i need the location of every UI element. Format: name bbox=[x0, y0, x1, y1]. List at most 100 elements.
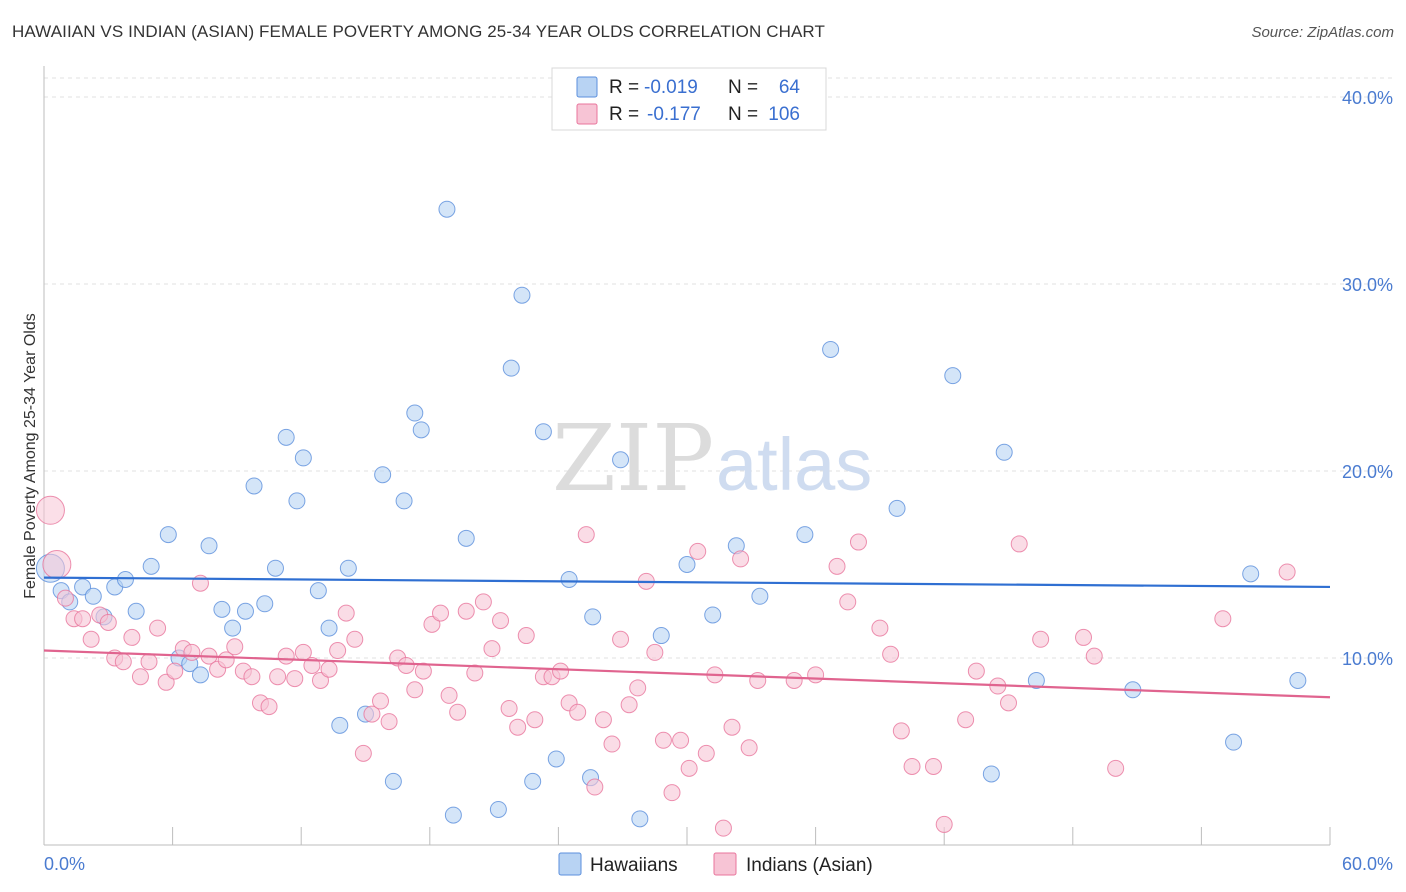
data-point bbox=[397, 656, 415, 674]
data-point bbox=[500, 699, 518, 717]
y-tick-label: 30.0% bbox=[1342, 275, 1393, 295]
data-point bbox=[502, 359, 520, 377]
data-point bbox=[42, 550, 72, 579]
data-point bbox=[704, 606, 722, 624]
data-point bbox=[1085, 647, 1103, 665]
data-point bbox=[320, 660, 338, 678]
data-point bbox=[213, 600, 231, 618]
data-point bbox=[680, 759, 698, 777]
data-point bbox=[406, 404, 424, 422]
data-point bbox=[822, 340, 840, 358]
chart-title: HAWAIIAN VS INDIAN (ASIAN) FEMALE POVERT… bbox=[12, 22, 825, 41]
chart-source: Source: ZipAtlas.com bbox=[1251, 24, 1394, 41]
data-point bbox=[457, 529, 475, 547]
data-point bbox=[483, 640, 501, 658]
legend-n-value: 64 bbox=[779, 77, 801, 98]
data-point bbox=[329, 642, 347, 660]
legend-box bbox=[551, 67, 827, 131]
trend-lines bbox=[43, 576, 1331, 699]
data-point bbox=[888, 499, 906, 517]
data-point bbox=[440, 686, 458, 704]
data-point bbox=[131, 668, 149, 686]
data-point bbox=[432, 604, 450, 622]
data-point bbox=[732, 550, 750, 568]
data-point bbox=[751, 587, 769, 605]
data-point bbox=[577, 526, 595, 544]
data-point bbox=[200, 537, 218, 555]
legend-swatch-indians-asian bbox=[713, 852, 737, 876]
data-point bbox=[320, 619, 338, 637]
data-point bbox=[269, 668, 287, 686]
data-point bbox=[224, 619, 242, 637]
data-point bbox=[466, 664, 484, 682]
data-point bbox=[796, 526, 814, 544]
data-point bbox=[277, 428, 295, 446]
legend-n-label: N = bbox=[728, 104, 758, 125]
data-point bbox=[99, 613, 117, 631]
legend-swatch-hawaiians bbox=[576, 76, 598, 98]
data-point bbox=[807, 666, 825, 684]
data-point bbox=[311, 671, 329, 689]
data-point bbox=[256, 595, 274, 613]
data-point bbox=[1107, 759, 1125, 777]
series-legend: Hawaiians Indians (Asian) bbox=[558, 852, 873, 876]
data-point bbox=[374, 466, 392, 484]
data-point bbox=[157, 673, 175, 691]
data-point bbox=[35, 495, 65, 525]
data-point bbox=[714, 819, 732, 837]
data-point bbox=[594, 711, 612, 729]
x-tick-label: 0.0% bbox=[44, 854, 85, 874]
data-point bbox=[672, 731, 690, 749]
data-point bbox=[586, 778, 604, 796]
data-point bbox=[346, 630, 364, 648]
trend-line bbox=[43, 649, 1331, 699]
data-point bbox=[1225, 733, 1243, 751]
data-point bbox=[457, 602, 475, 620]
data-point bbox=[449, 703, 467, 721]
data-point bbox=[414, 662, 432, 680]
data-point bbox=[509, 718, 527, 736]
data-point bbox=[266, 559, 284, 577]
data-point bbox=[524, 772, 542, 790]
data-point bbox=[697, 744, 715, 762]
data-point bbox=[277, 647, 295, 665]
data-point bbox=[678, 556, 696, 573]
data-point bbox=[286, 670, 304, 688]
data-point bbox=[1010, 535, 1028, 553]
data-point bbox=[882, 645, 900, 663]
data-point bbox=[84, 587, 102, 605]
y-axis-title: Female Poverty Among 25-34 Year Olds bbox=[22, 313, 39, 599]
data-point bbox=[995, 443, 1013, 461]
data-point bbox=[654, 731, 672, 749]
data-point bbox=[1000, 694, 1017, 712]
data-point bbox=[1214, 610, 1232, 628]
data-point bbox=[149, 619, 167, 637]
data-point bbox=[245, 477, 263, 495]
data-point bbox=[1242, 565, 1260, 583]
data-point bbox=[339, 559, 357, 577]
data-point bbox=[191, 666, 209, 684]
watermark-zip: ZIP bbox=[552, 405, 714, 512]
data-point bbox=[631, 810, 649, 828]
data-point bbox=[629, 679, 647, 697]
y-tick-label: 40.0% bbox=[1342, 88, 1393, 108]
data-point bbox=[363, 705, 381, 723]
data-point bbox=[288, 492, 306, 510]
data-point bbox=[423, 615, 441, 633]
data-point bbox=[337, 604, 355, 622]
data-point bbox=[56, 589, 74, 607]
data-point bbox=[517, 627, 535, 645]
data-point bbox=[935, 815, 953, 833]
data-point bbox=[395, 492, 413, 510]
data-point bbox=[1027, 671, 1045, 689]
data-point bbox=[892, 722, 910, 740]
legend-n-value: 106 bbox=[768, 104, 800, 125]
data-point bbox=[569, 703, 587, 721]
data-point bbox=[560, 570, 578, 588]
data-point bbox=[849, 533, 867, 551]
x-tick-labels: 0.0% 60.0% bbox=[44, 854, 1393, 874]
y-tick-label: 20.0% bbox=[1342, 462, 1393, 482]
data-point bbox=[584, 608, 602, 626]
data-point bbox=[552, 662, 570, 680]
data-point bbox=[243, 668, 261, 686]
